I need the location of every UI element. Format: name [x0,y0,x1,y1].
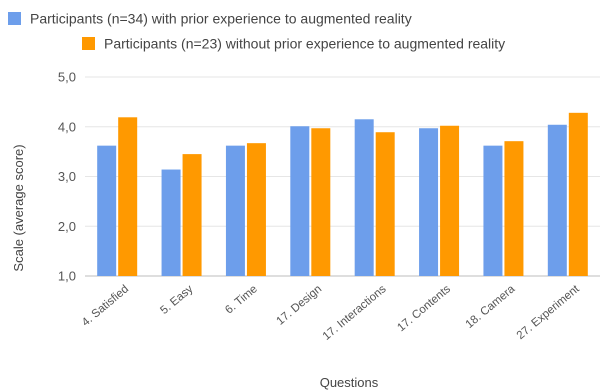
bar [118,117,138,276]
x-tick-label: 5. Easy [158,283,195,317]
bar [97,145,117,276]
bar [161,169,181,276]
x-tick-label: 27. Experiment [515,283,583,342]
bar [419,128,439,276]
bar [225,145,245,276]
y-tick-label: 4,0 [58,119,76,134]
x-tick-label: 17. Contents [395,283,453,334]
bar [311,128,331,276]
legend-swatch [8,12,21,25]
bar [504,141,524,276]
bar [483,145,503,276]
legend-swatch [82,37,95,50]
bar [246,143,266,276]
bar [182,154,202,276]
x-axis: 4. Satisfied 5. Easy 6. Time 17. Design17. … [80,283,583,343]
bar [440,125,460,276]
legend-label: Participants (n=34) with prior experienc… [30,11,412,27]
x-tick-label: 17. Interactions [321,283,389,343]
y-tick-label: 1,0 [58,269,76,284]
x-tick-label: 6. Time [223,283,260,316]
x-tick-label: 4. Satisfied [80,283,131,329]
bar [354,119,374,276]
bar [568,112,588,276]
x-tick-label: 18. Camera [464,283,518,331]
legend-label: Participants (n=23) without prior experi… [104,36,505,52]
bar [375,132,395,276]
y-tick-label: 2,0 [58,219,76,234]
x-tick-label: 17. Design [274,283,324,328]
bars [97,112,588,276]
bar [547,124,567,276]
y-tick-label: 3,0 [58,169,76,184]
y-axis-title: Scale (average score) [11,144,26,271]
y-axis: 1,0 2,0 3,0 4,0 5,0 [58,70,76,284]
x-axis-title: Questions [320,375,379,390]
y-tick-label: 5,0 [58,70,76,85]
legend: Participants (n=34) with prior experienc… [8,11,505,52]
bar [290,126,310,276]
